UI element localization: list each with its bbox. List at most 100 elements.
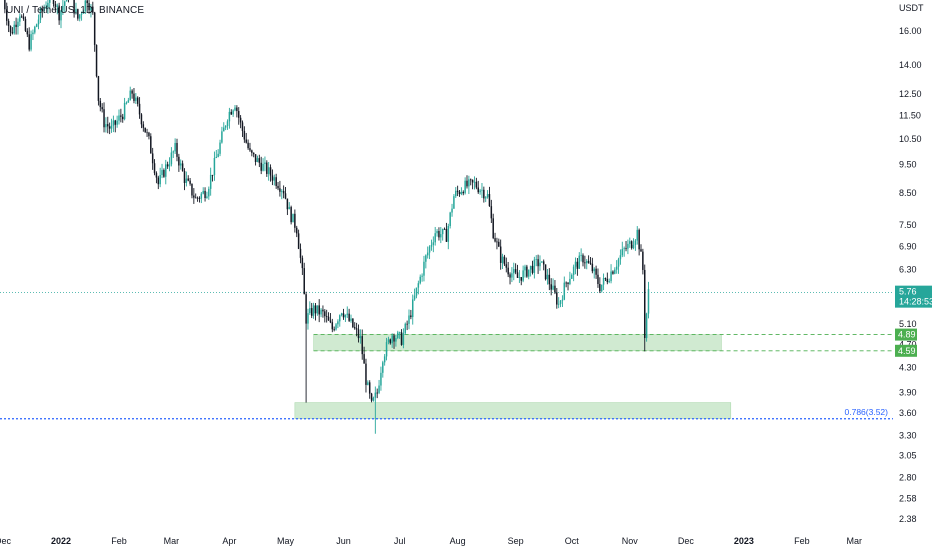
candle-body [505, 264, 508, 268]
candle-body [385, 342, 388, 357]
candle-body [230, 111, 233, 115]
candle-body [174, 142, 176, 152]
candle-body [391, 335, 393, 344]
candle-body [496, 241, 498, 243]
candle-body [4, 0, 6, 10]
candle-body [314, 305, 317, 314]
candle-body [234, 107, 236, 111]
candle-body [432, 242, 435, 245]
level-price-tag [895, 328, 917, 341]
candle-body [619, 255, 622, 260]
candle-body [170, 152, 173, 165]
demand-zone[interactable] [313, 334, 722, 352]
candle-body [440, 234, 442, 238]
candle-body [275, 177, 277, 186]
candle-body [617, 259, 620, 267]
candle-body [80, 13, 83, 15]
candle-body [406, 323, 408, 325]
candle-body [443, 228, 446, 230]
candle-body [587, 260, 590, 263]
candle-body [262, 163, 264, 171]
candle-body [35, 24, 38, 27]
candle-body [447, 226, 450, 242]
candle-body [138, 103, 141, 115]
candle-body [204, 190, 206, 198]
candle-body [239, 117, 242, 123]
level-price-value: 4.59 [898, 346, 916, 356]
candle-body [370, 393, 373, 401]
candle-body [78, 14, 81, 19]
candle-body [445, 228, 448, 242]
y-tick-label: 3.90 [899, 388, 917, 398]
y-tick-label: 5.10 [899, 319, 917, 329]
candle-body [554, 285, 556, 293]
candle-body [65, 0, 68, 2]
candle-body [376, 392, 378, 394]
candle-body [151, 153, 154, 164]
candle-body [511, 273, 513, 278]
candle-body [372, 397, 375, 401]
candle-body [198, 198, 201, 199]
candle-body [518, 277, 521, 278]
candle-body [419, 276, 421, 284]
candle-body [441, 228, 444, 235]
candle-body [217, 153, 219, 157]
candle-body [271, 175, 274, 181]
candle-body [643, 269, 646, 339]
candle-body [166, 164, 169, 167]
candle-body [408, 315, 410, 324]
candle-body [600, 284, 603, 292]
candle-body [484, 197, 487, 199]
x-tick-label: Sep [508, 536, 524, 546]
candle-body [277, 185, 279, 189]
candle-body [7, 20, 10, 26]
fib-label: 0.786(3.52) [845, 407, 889, 417]
candle-body [140, 114, 143, 125]
candle-body [146, 132, 148, 134]
candle-body [103, 109, 105, 128]
candle-body [337, 321, 339, 325]
x-tick-label: Feb [794, 536, 810, 546]
candle-body [183, 171, 186, 183]
candle-body [116, 120, 118, 125]
candle-body [539, 262, 541, 267]
candle-body [610, 271, 612, 282]
candle-body [417, 283, 420, 288]
candle-body [567, 282, 569, 284]
candle-body [550, 284, 552, 290]
candle-body [479, 190, 481, 193]
candle-body [215, 156, 218, 158]
candle-body [279, 188, 281, 192]
candle-body [75, 9, 77, 14]
candle-body [627, 243, 629, 249]
candle-body [288, 207, 291, 210]
candle-body [542, 261, 545, 265]
y-tick-label: 3.30 [899, 430, 917, 440]
candle-body [365, 363, 367, 385]
candle-body [73, 0, 75, 14]
candle-body [597, 274, 599, 285]
candle-body [211, 174, 214, 176]
candle-body [282, 190, 285, 194]
candle-body [219, 142, 221, 154]
candle-body [22, 16, 25, 19]
candle-body [599, 284, 601, 292]
candle-body [24, 18, 27, 31]
candle-body [159, 174, 161, 185]
candle-body [318, 305, 320, 315]
x-tick-label: Apr [222, 536, 236, 546]
candle-body [348, 313, 350, 321]
candle-body [636, 229, 639, 241]
candle-body [557, 303, 560, 305]
candle-body [529, 265, 532, 270]
candle-body [344, 314, 347, 318]
candle-body [580, 255, 582, 257]
y-tick-label: 4.70 [899, 340, 917, 350]
candle-body [43, 7, 45, 12]
candle-body [264, 162, 266, 164]
demand-zone[interactable] [294, 402, 732, 420]
candle-body [531, 265, 534, 273]
candle-body [206, 196, 208, 198]
